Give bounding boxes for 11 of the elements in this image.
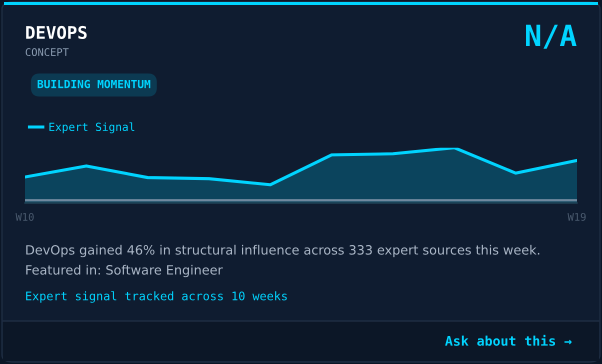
legend-label: Expert Signal — [49, 122, 134, 134]
chart-subtitle: CONCEPT — [26, 48, 69, 56]
text: BUILDING MOMENTUM — [38, 80, 150, 88]
text: Expert signal tracked across 10 weeks — [26, 291, 287, 303]
text: N/A — [526, 24, 577, 49]
text: Ask about this → — [445, 334, 572, 346]
chart-title: DEVOPS — [26, 26, 87, 40]
text: Featured in: Software Engineer — [26, 264, 223, 278]
x-tick-label: W19 — [568, 212, 586, 221]
x-tick-label: W10 — [16, 212, 34, 221]
text: DevOps gained 46% in structural influence across 333 expert sources this week. — [26, 244, 540, 258]
